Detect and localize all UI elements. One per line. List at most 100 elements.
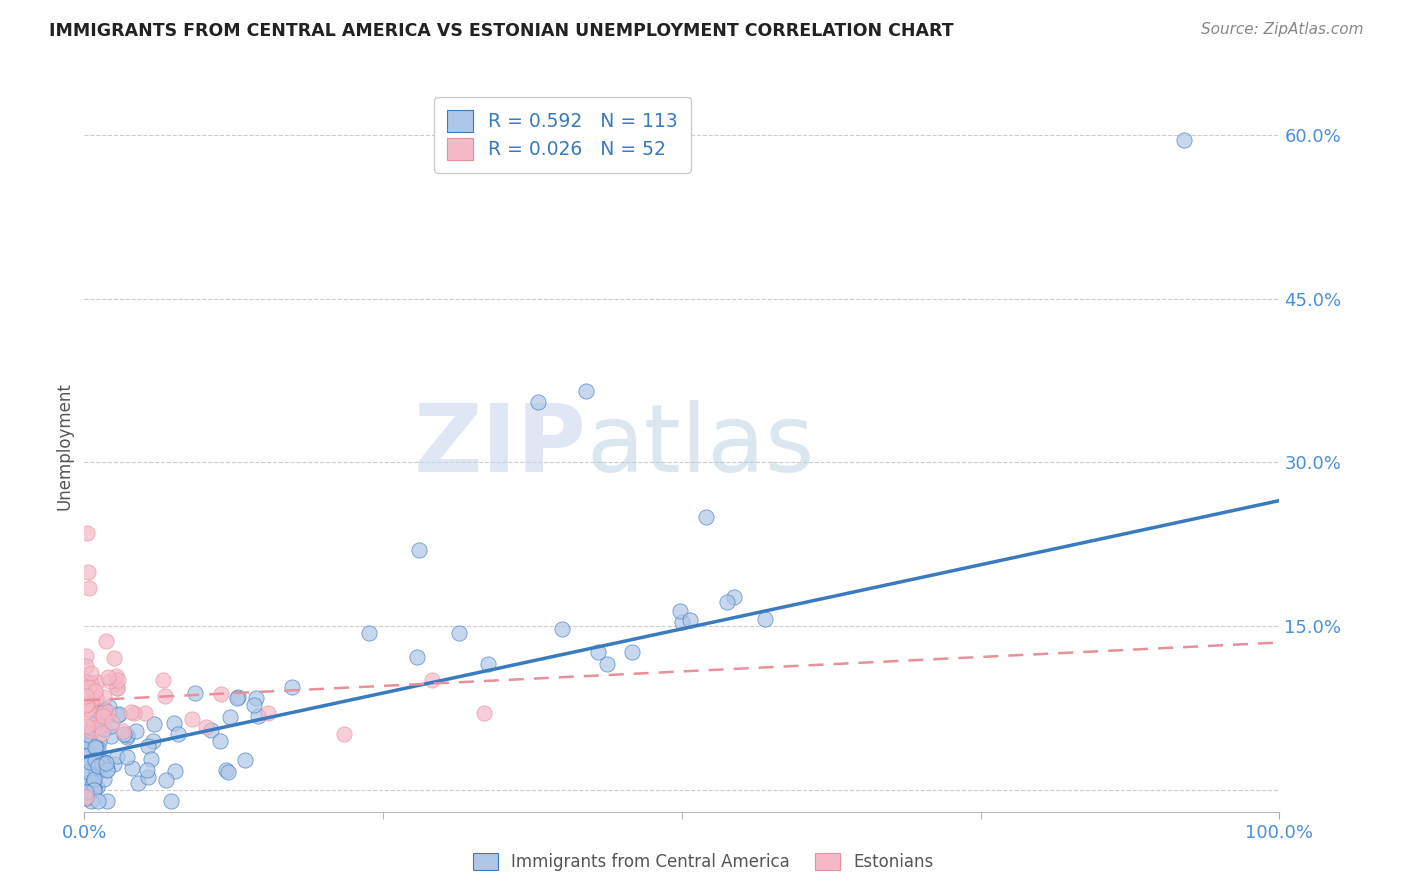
Point	[86, 715, 108, 730]
Point	[281, 681, 304, 695]
Y-axis label: Unemployment: Unemployment	[55, 382, 73, 510]
Point	[79, 756, 101, 770]
Point	[94, 756, 117, 770]
Point	[596, 657, 619, 671]
Point	[166, 727, 188, 741]
Point	[115, 749, 138, 764]
Point	[77, 764, 100, 779]
Point	[94, 703, 117, 717]
Point	[80, 794, 103, 808]
Point	[79, 695, 101, 709]
Point	[96, 763, 118, 777]
Point	[184, 686, 207, 700]
Point	[83, 717, 105, 731]
Point	[75, 649, 97, 664]
Point	[695, 510, 717, 524]
Point	[105, 681, 128, 695]
Point	[87, 734, 110, 748]
Point	[103, 756, 125, 771]
Point	[86, 741, 108, 756]
Point	[200, 723, 222, 737]
Point	[716, 595, 738, 609]
Point	[75, 764, 97, 779]
Point	[117, 731, 139, 745]
Point	[77, 729, 100, 743]
Point	[165, 764, 187, 778]
Point	[153, 689, 176, 703]
Point	[245, 690, 267, 705]
Point	[83, 782, 105, 797]
Point	[127, 776, 149, 790]
Point	[84, 684, 107, 698]
Point	[82, 777, 104, 791]
Point	[194, 720, 217, 734]
Point	[84, 690, 107, 705]
Text: Source: ZipAtlas.com: Source: ZipAtlas.com	[1201, 22, 1364, 37]
Point	[80, 724, 103, 739]
Point	[112, 726, 135, 740]
Point	[96, 794, 118, 808]
Point	[76, 697, 98, 711]
Point	[75, 785, 97, 799]
Point	[84, 764, 107, 779]
Point	[527, 395, 550, 409]
Point	[671, 615, 693, 629]
Point	[89, 719, 111, 733]
Point	[90, 754, 112, 768]
Point	[155, 772, 177, 787]
Legend: R = 0.592   N = 113, R = 0.026   N = 52: R = 0.592 N = 113, R = 0.026 N = 52	[434, 97, 690, 173]
Point	[100, 729, 122, 743]
Point	[91, 757, 114, 772]
Point	[477, 657, 499, 671]
Point	[82, 781, 104, 796]
Point	[82, 696, 104, 710]
Point	[75, 689, 97, 703]
Point	[104, 669, 127, 683]
Point	[79, 736, 101, 750]
Point	[181, 712, 204, 726]
Point	[91, 706, 114, 721]
Point	[575, 384, 598, 399]
Point	[77, 565, 100, 579]
Point	[104, 675, 127, 690]
Point	[139, 752, 162, 766]
Point	[76, 776, 98, 790]
Point	[80, 666, 103, 681]
Point	[84, 741, 107, 756]
Point	[117, 728, 139, 742]
Point	[75, 739, 97, 754]
Point	[84, 753, 107, 767]
Point	[91, 708, 114, 723]
Point	[75, 742, 97, 756]
Point	[82, 722, 104, 736]
Point	[82, 774, 104, 789]
Point	[111, 724, 134, 739]
Point	[75, 698, 97, 713]
Point	[98, 673, 121, 688]
Point	[449, 625, 471, 640]
Point	[406, 650, 429, 665]
Point	[120, 705, 142, 719]
Point	[93, 723, 115, 737]
Point	[108, 707, 131, 722]
Point	[83, 772, 105, 786]
Point	[93, 772, 115, 786]
Point	[215, 764, 238, 778]
Point	[333, 726, 356, 740]
Point	[86, 759, 108, 773]
Point	[107, 673, 129, 687]
Point	[163, 715, 186, 730]
Point	[420, 673, 443, 687]
Point	[86, 780, 108, 794]
Point	[77, 675, 100, 690]
Point	[1173, 133, 1195, 147]
Point	[723, 590, 745, 604]
Point	[134, 706, 156, 721]
Point	[84, 739, 107, 754]
Point	[75, 658, 97, 673]
Point	[97, 706, 120, 720]
Point	[142, 716, 165, 731]
Point	[96, 762, 118, 776]
Point	[243, 698, 266, 712]
Point	[359, 626, 381, 640]
